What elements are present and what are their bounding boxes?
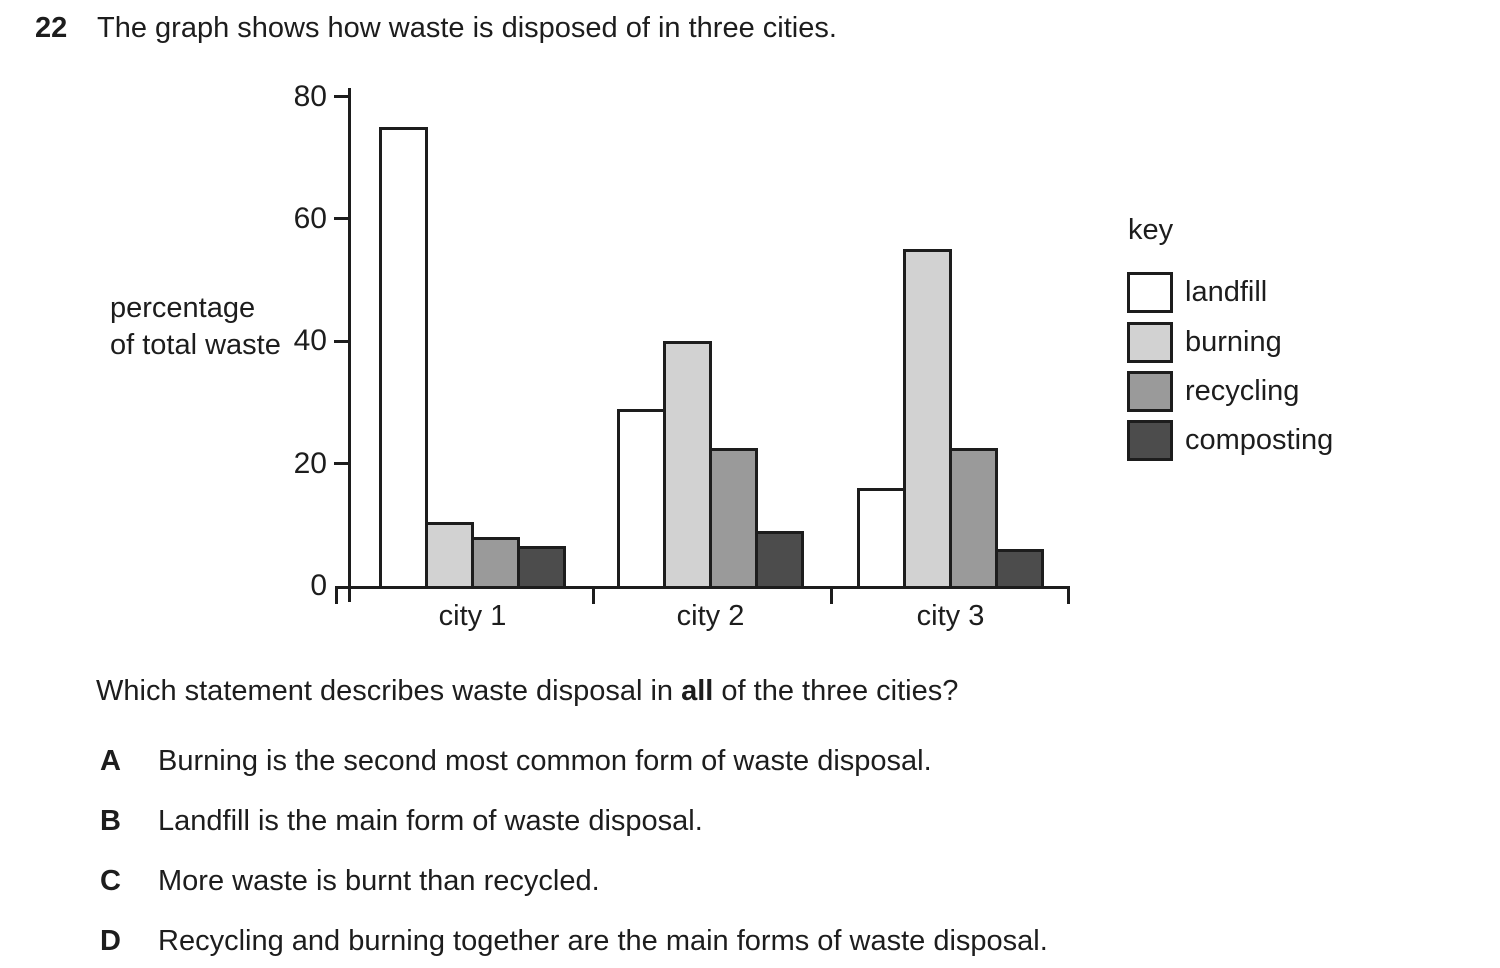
option-text: Landfill is the main form of waste dispo… [158,805,703,837]
y-tick-40 [334,339,348,343]
option-text: Burning is the second most common form o… [158,745,932,777]
y-tick-label-20: 20 [293,446,327,480]
option-letter: C [100,865,121,897]
key-label: recycling [1185,375,1300,407]
bar-city-3-composting [995,549,1044,589]
x-axis-tick-2 [830,586,833,604]
y-tick-label-60: 60 [293,201,327,235]
bar-city-3-recycling [949,448,998,589]
bar-city-1-burning [425,522,474,589]
x-axis-tick-0 [335,586,338,604]
answer-option-d: D Recycling and burning together are the … [100,924,1048,958]
bar-city-1-landfill [379,127,428,589]
option-text: More waste is burnt than recycled. [158,865,600,897]
y-tick-label-80: 80 [293,79,327,113]
recycling-swatch-icon [1127,371,1173,412]
burning-swatch-icon [1127,322,1173,363]
y-tick-80 [334,95,348,98]
bar-city-2-composting [755,531,804,589]
chart-key: key landfill burning recycling compostin… [1127,214,1407,474]
key-label: burning [1185,326,1282,358]
y-axis-label: percentage of total waste [110,292,281,361]
question-header: 22 The graph shows how waste is disposed … [35,11,837,45]
bar-city-3-landfill [857,488,906,589]
y-tick-label-40: 40 [293,324,327,358]
y-tick-60 [334,217,348,221]
x-category-label-3: city 3 [916,600,985,632]
x-category-label-2: city 2 [676,600,745,632]
bar-city-2-recycling [709,448,758,589]
bar-city-1-recycling [471,537,520,589]
y-axis [348,88,351,602]
y-tick-20 [334,462,348,466]
composting-swatch-icon [1127,420,1173,461]
question-prompt: Which statement describes waste disposal… [96,674,958,708]
bar-city-2-landfill [617,409,666,589]
key-row-burning: burning [1127,322,1407,363]
key-row-composting: composting [1127,420,1407,461]
bar-city-2-burning [663,341,712,589]
answer-option-c: C More waste is burnt than recycled. [100,864,600,898]
x-axis-tick-1 [592,586,595,604]
y-tick-label-0: 0 [310,569,327,602]
option-text: Recycling and burning together are the m… [158,925,1048,957]
x-category-label-1: city 1 [438,600,507,632]
x-axis-tick-3 [1067,586,1070,604]
option-letter: D [100,925,121,957]
key-label: landfill [1185,276,1268,308]
option-letter: B [100,805,121,837]
key-row-landfill: landfill [1127,272,1407,313]
key-label: composting [1185,424,1334,456]
landfill-swatch-icon [1127,272,1173,313]
prompt-text: Which statement describes waste disposal… [96,675,682,707]
bar-city-1-composting [517,546,566,589]
option-letter: A [100,745,121,777]
key-row-recycling: recycling [1127,371,1407,412]
bar-city-3-burning [903,249,952,589]
prompt-emphasis: all [681,675,714,707]
question-title: The graph shows how waste is disposed of… [97,12,837,44]
key-title: key [1128,214,1174,246]
question-number: 22 [35,12,68,44]
answer-option-a: A Burning is the second most common form … [100,744,932,778]
prompt-text: of the three cities? [713,675,959,707]
answer-option-b: B Landfill is the main form of waste disp… [100,804,703,838]
